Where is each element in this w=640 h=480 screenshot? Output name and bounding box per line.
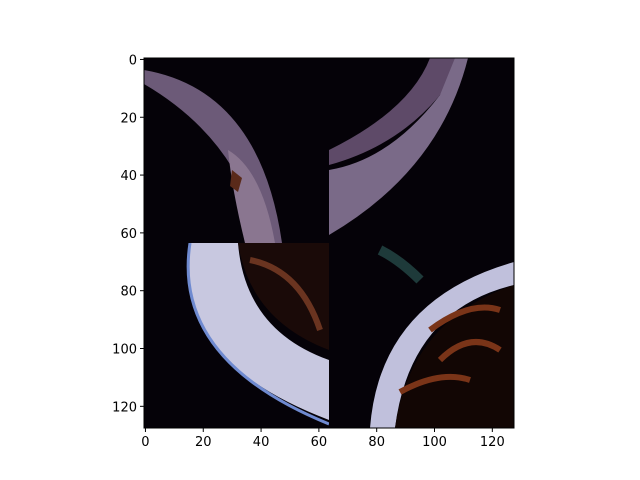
y-tick-label: 80: [120, 285, 137, 300]
x-tick-label: 120: [480, 435, 505, 450]
y-tick-label: 20: [120, 111, 137, 126]
y-tick-label: 0: [129, 53, 137, 68]
ticks: 0 20 40 60 80 100 120 0 20 40 60 80 100 120: [112, 53, 505, 450]
y-tick-label: 60: [120, 227, 137, 242]
x-tick-label: 0: [141, 435, 149, 450]
x-tick-label: 40: [253, 435, 270, 450]
image: [144, 58, 514, 428]
x-tick-label: 60: [311, 435, 328, 450]
x-tick-label: 100: [422, 435, 447, 450]
x-tick-label: 80: [368, 435, 385, 450]
y-tick-label: 100: [112, 343, 137, 358]
x-tick-label: 20: [195, 435, 212, 450]
y-tick-label: 120: [112, 400, 137, 415]
axes-frame: [143, 57, 515, 429]
y-tick-label: 40: [120, 169, 137, 184]
